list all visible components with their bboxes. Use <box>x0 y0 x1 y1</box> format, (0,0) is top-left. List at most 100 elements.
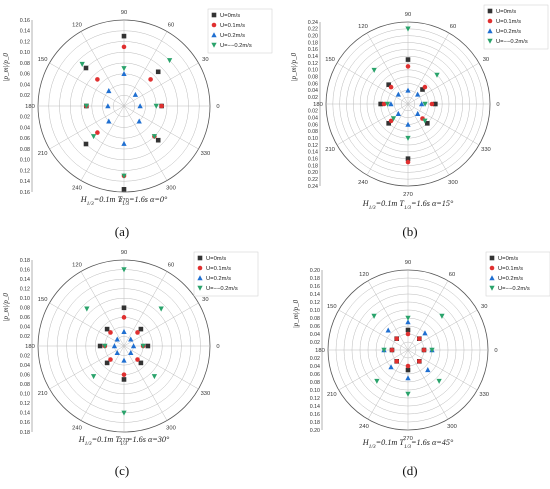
data-point-square <box>121 33 127 39</box>
radial-tick-label: 0.02 <box>308 109 318 115</box>
radial-tick-label: 0.20 <box>310 268 320 274</box>
angle-label: 60 <box>168 263 174 269</box>
legend: U=0m/s U=0.1m/s U=0.2m/s U=−−0.2m/s <box>485 251 550 297</box>
radial-tick-label: 0.20 <box>310 428 320 434</box>
data-point-triangle-up <box>405 375 411 381</box>
data-point-triangle-up <box>388 364 394 370</box>
radial-tick-label: 0.14 <box>308 150 318 156</box>
grid-spoke <box>407 32 450 105</box>
radial-tick-label: 0.02 <box>308 95 318 101</box>
panel-label: (c) <box>115 463 129 478</box>
data-point-triangle-down <box>429 347 435 353</box>
angle-label: 240 <box>359 424 369 430</box>
radial-tick-label: 0.08 <box>308 74 318 80</box>
grid-spoke <box>123 302 199 347</box>
data-point-triangle-down <box>422 101 428 107</box>
data-point-circle <box>135 330 140 335</box>
radial-tick-label: 0.04 <box>20 82 30 88</box>
radial-tick-label: 0.08 <box>20 382 30 388</box>
legend-marker <box>489 275 495 281</box>
data-point-circle <box>159 103 164 109</box>
data-point-circle <box>95 77 100 82</box>
radial-tick-label: 0.12 <box>310 300 320 306</box>
panel-caption: H1/3=0.1m T1/3=1.6s α=30° <box>78 435 170 447</box>
legend-label: U=0.2m/s <box>496 29 521 35</box>
data-point-square <box>121 377 127 382</box>
radial-tick-label: 0.10 <box>20 392 30 398</box>
angle-label: 60 <box>449 272 455 278</box>
data-point-triangle-down <box>381 347 387 353</box>
data-point-triangle-down <box>121 173 127 179</box>
grid-spoke <box>123 105 199 150</box>
data-point-triangle-down <box>371 313 377 319</box>
polar-panel-4: 90603003303002702402101801501200.020.020… <box>292 251 550 478</box>
data-point-triangle-down <box>422 118 428 124</box>
radial-axis-title: |p_m|/p_0 <box>292 299 300 328</box>
angle-label: 120 <box>72 263 82 269</box>
data-point-triangle-down <box>140 343 146 349</box>
radial-axis-title: |p_m|/p_0 <box>2 293 10 322</box>
angle-label: 180 <box>25 344 35 350</box>
polar-panel-2: 90603003303002702402101801501200.020.020… <box>290 4 549 239</box>
data-point-triangle-down <box>153 103 159 109</box>
radial-tick-label: 0.06 <box>308 81 318 87</box>
radial-tick-label: 0.08 <box>310 380 320 386</box>
legend-label: U=−−0.2m/s <box>496 39 528 45</box>
angle-label: 0 <box>216 344 219 350</box>
data-point-square <box>386 121 391 126</box>
angle-label: 90 <box>405 260 411 266</box>
legend-marker <box>211 32 217 38</box>
data-point-square <box>145 343 151 349</box>
data-point-square <box>378 101 383 107</box>
angle-label: 180 <box>315 348 325 354</box>
data-point-triangle-up <box>128 349 134 356</box>
data-point-triangle-up <box>114 336 120 342</box>
grid-spoke <box>123 105 168 181</box>
angle-label: 210 <box>325 147 335 153</box>
data-point-triangle-down <box>390 116 397 122</box>
angle-label: 60 <box>168 23 174 29</box>
data-point-triangle-down <box>83 103 90 109</box>
radial-axis-title: |p_m|/p_0 <box>290 52 298 81</box>
radial-tick-label: 0.12 <box>20 286 30 292</box>
data-point-triangle-up <box>136 118 142 124</box>
data-point-square <box>83 141 89 147</box>
data-point-square <box>405 156 411 161</box>
angle-label: 120 <box>358 24 368 30</box>
angle-label: 30 <box>202 297 208 303</box>
data-point-circle <box>421 347 427 353</box>
legend-label: U=0m/s <box>498 256 518 262</box>
grid-spoke <box>336 62 409 105</box>
grid-spoke <box>49 105 125 150</box>
angle-label: 180 <box>313 102 323 108</box>
radial-tick-label: 0.14 <box>308 54 318 60</box>
grid-spoke <box>407 309 478 351</box>
data-point-triangle-down <box>90 374 97 380</box>
radial-tick-label: 0.14 <box>20 411 30 417</box>
radial-tick-label: 0.04 <box>20 325 30 331</box>
data-point-square <box>155 69 161 75</box>
radial-tick-label: 0.18 <box>308 163 318 169</box>
data-point-square <box>405 57 411 62</box>
angle-label: 150 <box>38 57 48 63</box>
radial-tick-label: 0.10 <box>308 136 318 142</box>
grid-spoke <box>407 280 449 351</box>
data-point-circle <box>394 336 399 341</box>
angle-label: 270 <box>119 198 129 204</box>
data-point-triangle-up <box>419 101 425 107</box>
angle-label: 300 <box>166 185 176 191</box>
data-point-triangle-down <box>121 267 127 273</box>
data-point-triangle-up <box>405 121 411 127</box>
angle-label: 150 <box>327 304 337 310</box>
grid-spoke <box>80 105 125 181</box>
radial-tick-label: 0.04 <box>308 115 318 121</box>
data-point-triangle-down <box>166 58 173 64</box>
angle-label: 180 <box>25 104 35 110</box>
radial-tick-label: 0.06 <box>20 372 30 378</box>
radial-tick-label: 0.06 <box>20 136 30 142</box>
legend: U=0m/s U=0.1m/s U=0.2m/s U=−−0.2m/s <box>193 251 259 297</box>
data-point-triangle-up <box>106 88 112 94</box>
radial-tick-label: 0.24 <box>308 20 318 26</box>
data-point-triangle-up <box>405 87 411 93</box>
grid-spoke <box>123 345 199 390</box>
